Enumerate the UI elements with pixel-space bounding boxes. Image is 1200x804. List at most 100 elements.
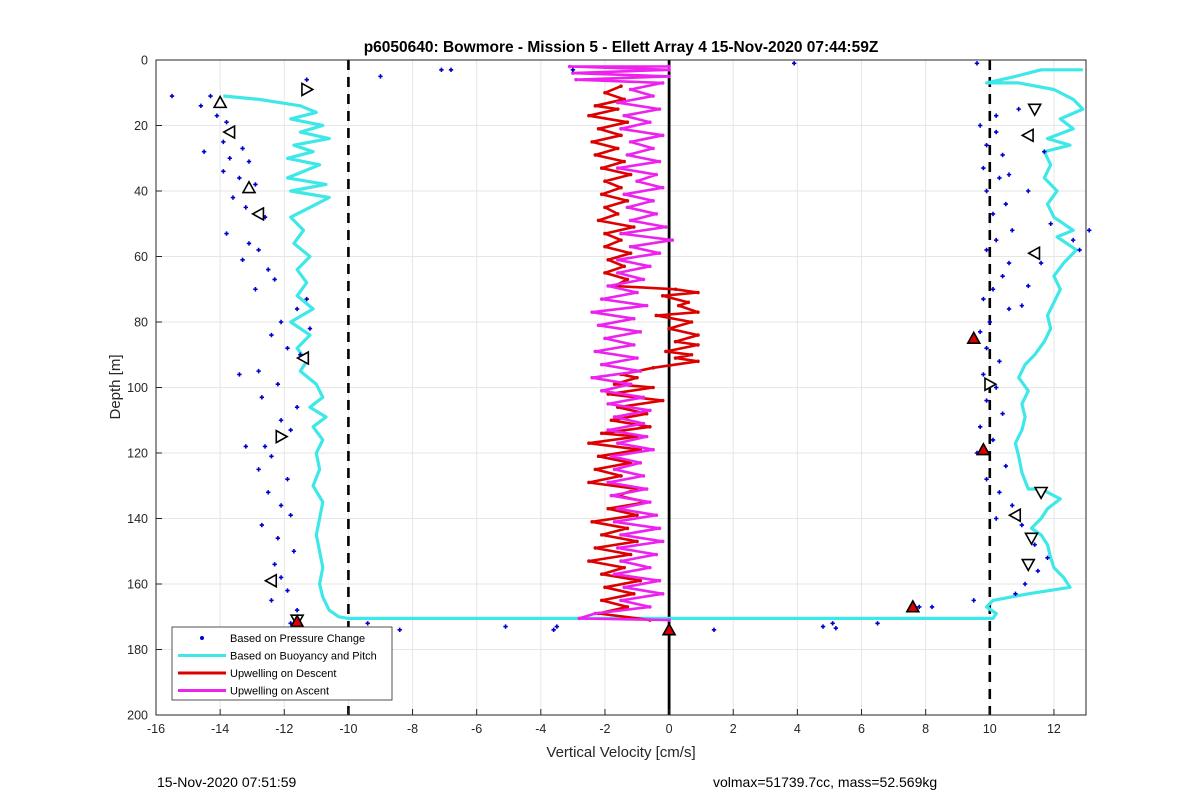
ascent-point (632, 343, 636, 347)
ascent-point (654, 212, 659, 216)
pressure-point (262, 444, 268, 449)
descent-point (596, 218, 601, 223)
legend-label: Based on Buoyancy and Pitch (230, 651, 377, 663)
ascent-point (648, 605, 652, 609)
pressure-point (246, 241, 252, 246)
pressure-point (269, 598, 274, 603)
pressure-point (1032, 542, 1037, 547)
pressure-point (1070, 237, 1076, 243)
ascent-point (651, 94, 655, 98)
pressure-point (397, 627, 402, 633)
pressure-point (1010, 228, 1015, 233)
ascent-point (670, 238, 675, 242)
descent-point (625, 526, 630, 531)
descent-point (593, 546, 598, 550)
pressure-point (570, 67, 576, 73)
descent-point (612, 382, 617, 387)
pressure-point (981, 165, 986, 171)
x-axis-label: Vertical Velocity [cm/s] (546, 744, 695, 761)
pressure-point (551, 627, 556, 633)
descent-point (635, 513, 639, 518)
pressure-point (974, 61, 980, 66)
x-tick-label: 2 (730, 722, 737, 736)
ascent-point (641, 395, 646, 400)
descent-point (664, 349, 668, 354)
descent-point (696, 359, 700, 364)
pressure-point (259, 522, 265, 528)
pressure-point (1006, 306, 1012, 312)
marker-triangle (275, 429, 289, 444)
ascent-point (571, 71, 575, 75)
pressure-point (1000, 411, 1005, 416)
x-tick-label: -12 (275, 722, 293, 736)
ascent-point (612, 467, 617, 472)
ascent-point (606, 402, 610, 406)
pressure-point (1077, 247, 1082, 253)
ascent-point (648, 565, 652, 570)
ascent-point (638, 461, 643, 465)
buoyancy-pitch-line (223, 68, 1085, 621)
marker-triangle (966, 330, 982, 344)
pressure-point (711, 627, 717, 633)
y-tick-label: 180 (127, 643, 148, 657)
descent-point (628, 251, 633, 256)
ascent-point (648, 120, 652, 125)
descent-point (603, 585, 607, 590)
pressure-point (278, 319, 284, 325)
descent-point (644, 411, 649, 416)
y-tick-label: 140 (127, 512, 148, 526)
pressure-point (994, 516, 999, 521)
marker-triangle (661, 622, 677, 636)
pressure-point (237, 175, 242, 181)
descent-point (587, 441, 591, 445)
ascent-point (609, 493, 614, 498)
ascent-point (667, 74, 671, 79)
pressure-point (378, 74, 383, 79)
pressure-point (1026, 283, 1031, 289)
x-tick-label: 6 (858, 722, 865, 736)
pressure-point (981, 296, 986, 302)
marker-triangle (289, 614, 305, 628)
ascent-point (664, 225, 668, 229)
ascent-point (644, 487, 649, 491)
descent-point (622, 159, 627, 164)
pressure-point (243, 205, 248, 210)
pressure-point (278, 575, 284, 580)
descent-point (593, 104, 598, 108)
ascent-point (619, 231, 623, 236)
pressure-point (278, 503, 284, 508)
descent-point (625, 277, 630, 282)
x-tick-label: 10 (983, 722, 997, 736)
ascent-point (641, 421, 646, 426)
ascent-point (612, 519, 617, 524)
ascent-point (648, 500, 652, 504)
ascent-point (660, 592, 665, 596)
ascent-point (603, 336, 607, 341)
descent-point (599, 431, 604, 436)
pressure-point (1010, 503, 1015, 508)
pressure-point (288, 427, 293, 433)
pressure-point (227, 156, 232, 161)
descent-point (673, 287, 678, 292)
ascent-line (568, 65, 674, 622)
pressure-point (230, 195, 236, 200)
ascent-point (641, 277, 646, 282)
pressure-point (1003, 201, 1009, 207)
pressure-point (1006, 260, 1012, 266)
ascent-point (625, 153, 630, 157)
pressure-point (291, 549, 297, 554)
ascent-point (625, 205, 630, 210)
pressure-point (875, 621, 880, 626)
marker-triangle (976, 442, 991, 456)
marker-triangle (1027, 245, 1041, 261)
pressure-point (256, 467, 261, 472)
pressure-point (256, 247, 261, 253)
pressure-point (984, 398, 989, 403)
y-tick-label: 160 (127, 578, 148, 592)
ascent-point (622, 192, 627, 197)
marker-triangle (1020, 558, 1036, 572)
ascent-point (635, 356, 639, 360)
pressure-point (224, 231, 229, 236)
pressure-point (304, 296, 309, 302)
pressure-point (253, 287, 258, 292)
